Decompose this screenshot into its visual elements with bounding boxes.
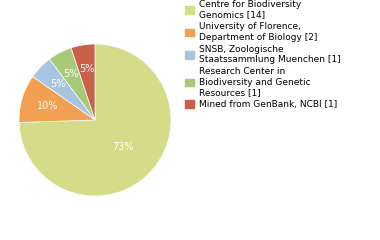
Wedge shape <box>19 77 95 122</box>
Legend: Centre for Biodiversity
Genomics [14], University of Florence,
Department of Bio: Centre for Biodiversity Genomics [14], U… <box>185 0 340 109</box>
Text: 10%: 10% <box>37 101 58 111</box>
Wedge shape <box>33 59 95 120</box>
Text: 5%: 5% <box>50 79 66 89</box>
Text: 73%: 73% <box>112 143 134 152</box>
Text: 5%: 5% <box>63 69 79 79</box>
Wedge shape <box>19 44 171 196</box>
Text: 5%: 5% <box>79 64 95 74</box>
Wedge shape <box>49 48 95 120</box>
Wedge shape <box>71 44 95 120</box>
